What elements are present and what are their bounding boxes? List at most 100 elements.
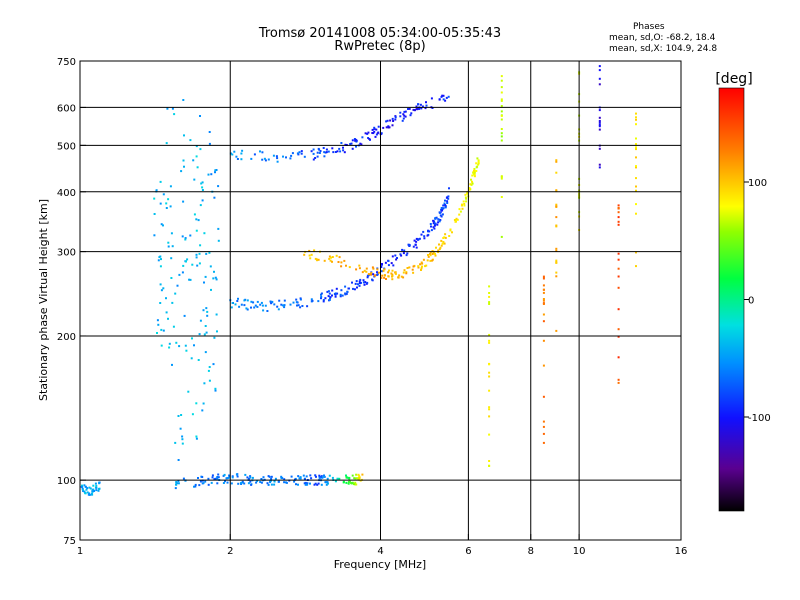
data-point bbox=[178, 273, 181, 276]
data-point bbox=[442, 94, 445, 97]
data-point bbox=[241, 149, 244, 152]
data-point bbox=[86, 491, 89, 494]
data-point bbox=[324, 297, 327, 300]
data-point bbox=[83, 484, 86, 487]
data-point bbox=[343, 259, 346, 262]
y-tick-label: 400 bbox=[57, 188, 76, 199]
data-point bbox=[329, 259, 332, 262]
data-point bbox=[174, 441, 177, 444]
data-point bbox=[277, 480, 280, 483]
data-point bbox=[214, 276, 217, 279]
data-point bbox=[186, 258, 189, 261]
data-point bbox=[320, 475, 323, 478]
data-point bbox=[380, 270, 383, 273]
data-point bbox=[555, 216, 558, 219]
data-point bbox=[339, 295, 342, 298]
data-point bbox=[598, 123, 601, 126]
data-point bbox=[475, 170, 478, 172]
data-point bbox=[322, 299, 325, 301]
data-point bbox=[373, 127, 376, 130]
data-point bbox=[207, 477, 210, 480]
data-point bbox=[203, 232, 206, 235]
data-point bbox=[408, 244, 411, 247]
data-point bbox=[262, 309, 265, 312]
data-point bbox=[635, 116, 637, 119]
data-point bbox=[598, 83, 601, 86]
data-point bbox=[338, 147, 341, 150]
data-point bbox=[476, 157, 479, 160]
data-point bbox=[441, 209, 444, 212]
data-point bbox=[177, 480, 180, 483]
data-point bbox=[358, 267, 361, 270]
data-point bbox=[205, 307, 208, 310]
data-point bbox=[336, 477, 339, 480]
data-point bbox=[316, 483, 319, 486]
data-point bbox=[365, 270, 368, 273]
data-point bbox=[598, 128, 601, 131]
data-point bbox=[373, 126, 376, 129]
data-point bbox=[285, 481, 287, 484]
stats-heading: Phases bbox=[633, 22, 665, 32]
data-point bbox=[192, 159, 195, 162]
data-point bbox=[443, 202, 446, 205]
data-point bbox=[177, 482, 180, 485]
data-point bbox=[202, 482, 205, 485]
data-point bbox=[272, 154, 275, 157]
data-point bbox=[217, 239, 220, 242]
data-point bbox=[325, 480, 328, 483]
data-point bbox=[471, 180, 473, 183]
data-point bbox=[488, 285, 491, 288]
data-point bbox=[251, 476, 254, 479]
data-point bbox=[339, 293, 342, 296]
data-point bbox=[453, 219, 456, 221]
data-point bbox=[366, 281, 369, 284]
data-point bbox=[98, 487, 101, 490]
data-point bbox=[269, 481, 272, 484]
data-point bbox=[342, 146, 344, 149]
data-point bbox=[352, 287, 354, 290]
data-point bbox=[191, 413, 194, 416]
data-point bbox=[473, 175, 476, 178]
data-point bbox=[429, 223, 432, 225]
data-point bbox=[256, 300, 259, 303]
data-point bbox=[470, 178, 472, 181]
data-point bbox=[372, 132, 375, 135]
data-point bbox=[216, 476, 219, 478]
data-point bbox=[198, 333, 201, 336]
data-point bbox=[423, 237, 426, 240]
data-point bbox=[500, 132, 503, 135]
data-point bbox=[184, 344, 187, 347]
data-point bbox=[376, 268, 379, 271]
data-point bbox=[500, 98, 503, 101]
data-point bbox=[436, 223, 439, 226]
data-point bbox=[598, 121, 601, 124]
data-point bbox=[340, 289, 343, 292]
data-point bbox=[334, 293, 337, 296]
data-point bbox=[336, 150, 339, 153]
data-point bbox=[464, 193, 467, 196]
data-point bbox=[306, 482, 309, 485]
data-point bbox=[425, 104, 428, 107]
data-point bbox=[304, 478, 306, 481]
data-point bbox=[195, 145, 198, 148]
data-point bbox=[299, 297, 302, 300]
data-point bbox=[268, 475, 271, 478]
data-point bbox=[328, 299, 331, 301]
data-point bbox=[259, 150, 261, 153]
y-tick-label: 750 bbox=[57, 57, 76, 68]
data-point bbox=[188, 278, 191, 281]
data-point bbox=[165, 311, 168, 314]
data-point bbox=[468, 187, 471, 189]
data-point bbox=[351, 139, 354, 142]
data-point bbox=[283, 306, 286, 309]
data-point bbox=[338, 477, 341, 480]
data-point bbox=[162, 287, 165, 290]
data-point bbox=[488, 333, 491, 336]
data-point bbox=[255, 481, 258, 484]
data-point bbox=[421, 262, 424, 265]
data-point bbox=[353, 477, 356, 480]
data-point bbox=[276, 157, 279, 160]
data-point bbox=[598, 69, 601, 72]
data-point bbox=[542, 288, 545, 291]
data-point bbox=[617, 335, 620, 338]
